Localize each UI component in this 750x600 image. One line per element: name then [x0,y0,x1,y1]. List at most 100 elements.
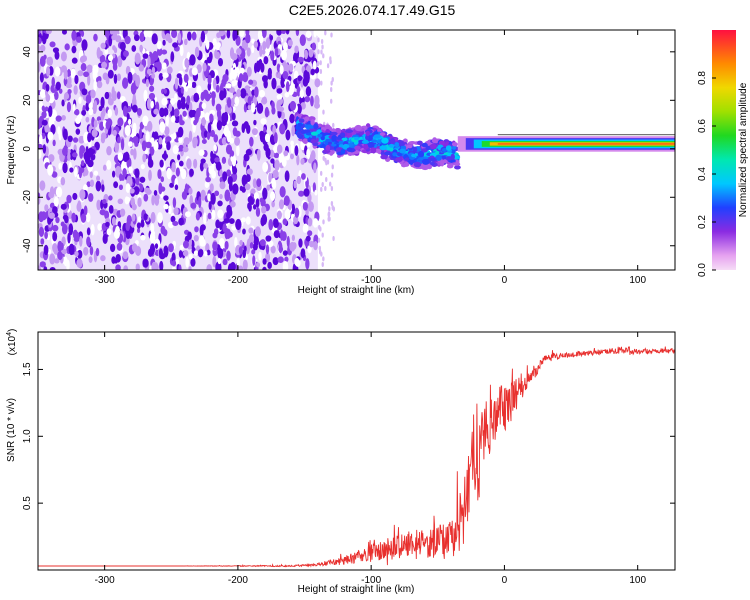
spectrogram-noise-speckle [48,105,53,118]
spectrogram-noise-speckle [45,66,51,77]
spectrogram-xlabel: Height of straight line (km) [298,285,415,296]
spectrogram-noise-speckle [276,210,282,220]
spectrogram-noise-speckle [229,87,235,94]
spectrogram-noise-speckle [64,43,70,51]
spectrogram-transition-cell [426,165,432,170]
spectrogram-noise-speckle [91,129,98,138]
spectrogram-noise-speckle [223,111,229,123]
spectrogram-noise-speckle [120,138,125,151]
spectrogram-noise-speckle [86,64,93,74]
spectrogram-noise-speckle [194,112,199,124]
spectrogram-noise-speckle [212,78,217,90]
spectrogram-noise-speckle [276,88,283,94]
spectrogram-noise-speckle [330,185,334,191]
colorbar-scale [712,30,736,270]
spectrogram-noise-speckle [282,218,288,226]
spectrogram-noise-speckle [159,121,166,133]
spectrogram-noise-speckle [214,157,220,163]
spectrogram-noise-speckle [185,256,190,268]
spectrogram-noise-speckle [261,30,267,39]
spectrogram-noise-speckle [180,168,187,180]
spectrogram-noise-speckle [280,30,287,35]
spectrogram-noise-speckle [122,105,128,117]
spectrogram-noise-speckle [205,39,210,50]
spectrogram-noise-speckle [284,92,290,98]
spectrogram-noise-speckle [298,190,305,197]
colorbar: 0.0 0.2 0.4 0.6 0.8 Normalized spectral ampl… [697,30,749,277]
spectrogram-noise-speckle [303,188,310,197]
spectrogram-noise-speckle [74,109,80,116]
spectrogram-ytick-label: -20 [22,190,33,205]
spectrogram-noise-speckle [194,46,200,58]
spectrogram-noise-speckle [38,149,42,160]
spectrogram-noise-speckle [163,107,169,117]
spectrogram-noise-speckle [68,223,74,236]
spectrogram-noise-speckle [256,150,261,159]
spectrogram-noise-speckle [329,59,332,65]
spectrogram-noise-speckle [256,102,264,114]
spectrogram-noise-speckle [295,30,300,37]
spectrogram-noise-speckle [132,93,136,104]
spectrogram-noise-speckle [61,99,65,107]
spectrogram-noise-speckle [154,196,160,206]
spectrogram-noise-speckle [80,213,87,223]
spectrogram-noise-speckle [294,145,299,156]
spectrogram-noise-speckle [184,57,190,68]
spectrogram-noise-speckle [177,154,181,161]
spectrogram-noise-speckle [219,193,223,200]
spectrogram-noise-speckle [81,88,88,96]
spectrogram-noise-speckle [316,61,320,67]
spectrogram-noise-speckle [205,176,211,183]
spectrogram-noise-speckle [71,45,77,54]
spectrogram-noise-speckle [40,238,45,245]
spectrogram-noise-speckle [111,34,117,41]
spectrogram-noise-speckle [330,32,333,38]
spectrogram-noise-speckle [95,247,100,257]
spectrogram-noise-speckle [330,172,334,178]
spectrogram-noise-speckle [306,148,311,160]
spectrogram-noise-speckle [297,75,303,82]
spectrogram-transition-cell [304,116,310,122]
spectrogram-noise-speckle [271,77,277,90]
spectrogram-noise-speckle [252,178,257,189]
spectrogram-noise-speckle [43,266,48,270]
spectrogram-noise-speckle [255,198,260,208]
spectrogram-noise-speckle [73,85,78,95]
spectrogram-noise-speckle [232,127,238,137]
spectrogram-noise-speckle [160,186,166,192]
spectrogram-noise-speckle [305,30,312,39]
spectrogram-noise-speckle [157,169,162,180]
spectrogram-noise-speckle [127,141,133,147]
spectrogram-noise-speckle [159,159,164,168]
spectrogram-noise-speckle [254,86,259,98]
spectrogram-noise-speckle [61,30,68,35]
spectrogram-noise-speckle [163,88,168,94]
spectrogram-noise-speckle [142,53,149,59]
spectrogram-noise-speckle [131,45,137,52]
spectrogram-noise-speckle [187,231,192,240]
spectrogram-noise-speckle [265,147,271,158]
spectrogram-noise-speckle [38,196,41,205]
spectrogram-noise-speckle [176,131,183,138]
spectrogram-noise-speckle [210,129,216,138]
spectrogram-noise-speckle [147,55,151,68]
spectrogram-noise-speckle [130,148,135,156]
spectrogram-noise-speckle [300,173,306,180]
spectrogram-noise-speckle [116,91,121,100]
spectrogram-noise-speckle [69,167,74,173]
spectrogram-noise-speckle [113,73,118,84]
spectrogram-transition-cell [302,138,308,143]
spectrogram-transition-band [294,113,461,171]
spectrogram-xtick-label: 100 [629,275,646,286]
spectrogram-noise-speckle [41,105,46,112]
spectrogram-noise-speckle [313,30,317,38]
spectrogram-noise-speckle [319,226,322,232]
spectrogram-noise-speckle [238,246,243,255]
spectrogram-noise-speckle [193,234,199,242]
snr-scale-exponent: 4 [6,332,13,336]
spectrogram-noise-speckle [263,56,269,65]
spectrogram-noise-speckle [38,143,43,150]
spectrogram-transition-cell [354,125,361,130]
spectrogram-noise-speckle [307,230,313,237]
spectrogram-noise-speckle [85,101,90,112]
